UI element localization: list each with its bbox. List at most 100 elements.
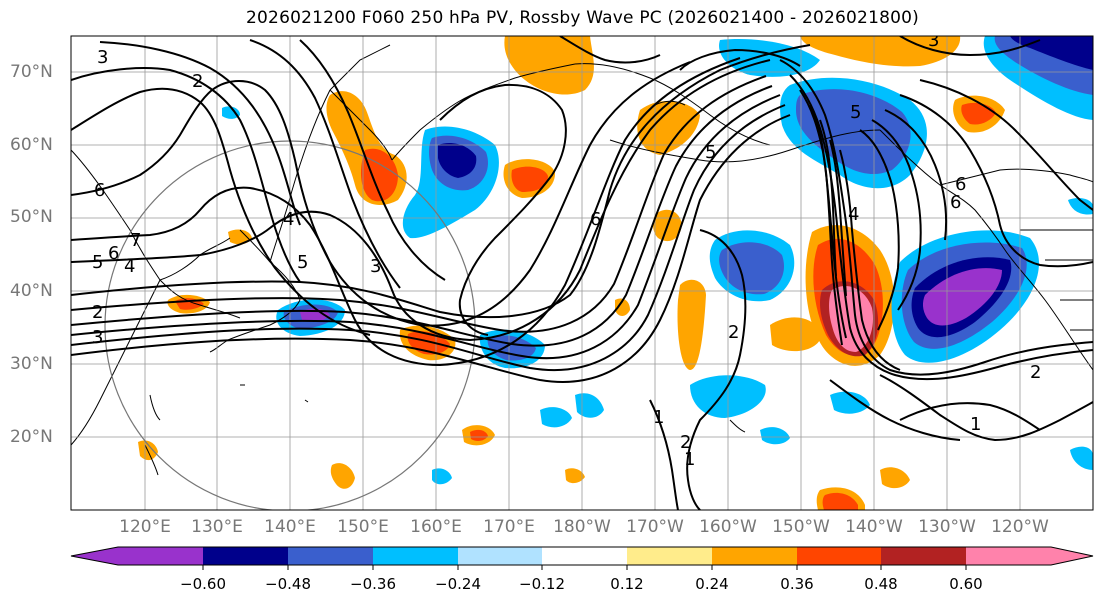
colorbar-ticks [202,565,967,570]
colorbar-swatch [881,547,966,565]
positive-anomaly-region [677,279,706,370]
colorbar-swatch [203,547,288,565]
colorbar-tick-label: 0.36 [780,575,814,593]
contour-label: 6 [950,192,961,213]
colorbar-tick-label: −0.24 [435,575,481,593]
positive-anomaly-region [504,36,594,95]
contour-label: 3 [370,256,381,277]
contour-label: 2 [680,432,691,453]
colorbar-swatch [712,547,797,565]
colorbar-tick-label: −0.60 [180,575,226,593]
lat-label-70n: 70°N [10,62,53,82]
contour-label: 5 [297,252,308,273]
contour-label: 6 [955,174,966,195]
colorbar-swatch [288,547,373,565]
graticule [71,36,1093,510]
contour-label: 4 [124,256,135,277]
negative-anomaly-region [540,407,572,428]
positive-anomaly-region [228,229,252,245]
contour-label: 5 [92,252,103,273]
positive-anomaly-region [615,298,630,316]
contour-label: 1 [653,407,664,428]
contour-label: 6 [94,180,105,201]
map-frame [70,35,1094,511]
pv-anomaly-fill [138,36,1093,510]
lon-label-140w: 140°W [845,517,903,537]
lon-label-160e: 160°E [410,517,462,537]
contour-label: 3 [97,47,108,68]
positive-anomaly-region [880,467,910,489]
colorbar-swatch [627,547,712,565]
positive-anomaly-region [565,468,585,484]
lat-label-40n: 40°N [10,281,53,301]
map-canvas: 3 2 6 7 6 5 4 2 3 4 5 3 2 6 1 2 1 4 5 6 … [71,30,1093,510]
lon-label-130e: 130°E [191,517,243,537]
colorbar-swatch [118,547,203,565]
lon-label-170w: 170°W [626,517,684,537]
positive-anomaly-region [470,429,488,441]
contour-label: 2 [192,71,203,92]
negative-anomaly-region [796,89,911,175]
negative-anomaly-region [760,427,790,445]
lon-label-170e: 170°E [483,517,535,537]
contour-label: 6 [108,243,119,264]
lat-label-60n: 60°N [10,135,53,155]
colorbar-tick-label: 0.60 [949,575,983,593]
positive-anomaly-region [822,492,858,510]
colorbar-swatch [458,547,542,565]
lon-label-180w: 180°W [553,517,611,537]
colorbar-tick-label: −0.12 [519,575,565,593]
contour-label: 3 [928,30,939,51]
negative-anomaly-region [432,468,452,485]
contour-label: 4 [283,209,294,230]
colorbar-swatch [966,547,1051,565]
lat-label-50n: 50°N [10,207,53,227]
negative-anomaly-region [719,242,784,295]
positive-anomaly-region [770,317,822,352]
positive-anomaly-region [800,36,961,67]
map-title: 2026021200 F060 250 hPa PV, Rossby Wave … [246,8,919,28]
colorbar-outline [70,546,1094,566]
contour-label: 2 [92,302,103,323]
colorbar-swatch [797,547,881,565]
pv-contours [71,36,1093,510]
contour-label: 2 [728,322,739,343]
colorbar-extend-low [71,547,118,565]
negative-anomaly-region [1068,197,1093,215]
positive-anomaly-region [330,463,355,489]
colorbar-tick-label: 0.24 [695,575,729,593]
colorbar [70,546,1094,570]
contour-label: 3 [92,327,103,348]
negative-anomaly-region [1070,446,1093,470]
contour-label: 1 [684,449,695,470]
lon-label-120w: 120°W [991,517,1049,537]
negative-anomaly-region [438,143,477,178]
colorbar-tick-label: −0.48 [265,575,311,593]
negative-anomaly-region [222,106,240,119]
lon-label-150w: 150°W [772,517,830,537]
lon-label-140e: 140°E [264,517,316,537]
contour-label: 5 [850,102,861,123]
colorbar-extend-high [1051,547,1093,565]
lon-label-130w: 130°W [918,517,976,537]
contour-labels: 3 2 6 7 6 5 4 2 3 4 5 3 2 6 1 2 1 4 5 6 … [92,30,1041,470]
lat-label-30n: 30°N [10,354,53,374]
contour-label: 1 [970,414,981,435]
contour-label: 2 [1030,362,1041,383]
negative-anomaly-region [922,268,1002,326]
contour-label: 6 [590,209,601,230]
colorbar-tick-label: −0.36 [350,575,396,593]
colorbar-tick-label: 0.12 [610,575,644,593]
lon-label-160w: 160°W [699,517,757,537]
lon-label-150e: 150°E [337,517,389,537]
colorbar-swatch [373,547,458,565]
negative-anomaly-region [830,391,870,414]
contour-label: 5 [705,142,716,163]
colorbar-swatch [542,547,627,565]
lat-label-20n: 20°N [10,427,53,447]
contour-label: 7 [130,230,141,251]
positive-anomaly-region [360,148,398,202]
positive-anomaly-region [511,166,548,192]
contour-label: 4 [848,204,859,225]
